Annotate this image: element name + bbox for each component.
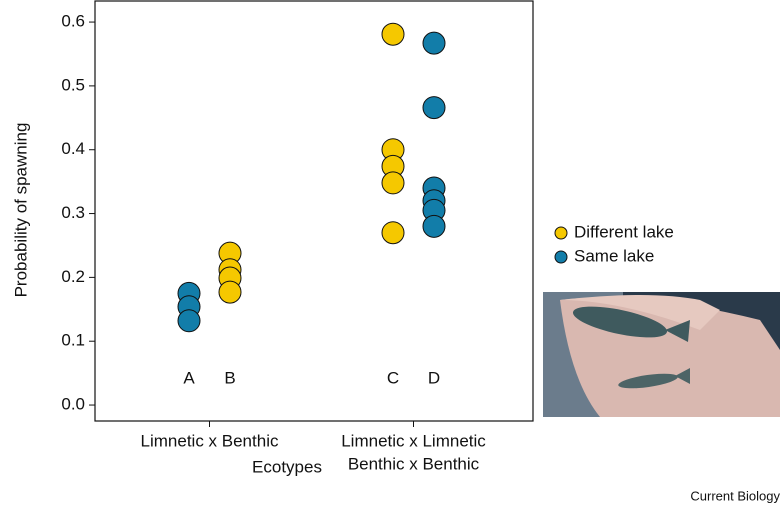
category-label: A (183, 368, 195, 387)
x-axis-label: Ecotypes (252, 457, 322, 476)
dot (382, 222, 404, 244)
photo (543, 292, 780, 417)
dot (423, 215, 445, 237)
group-label: Benthic x Benthic (348, 454, 480, 473)
y-tick-label: 0.6 (61, 12, 85, 31)
group-label: Limnetic x Limnetic (341, 431, 486, 450)
legend-label: Different lake (574, 222, 674, 241)
dot (423, 97, 445, 119)
credit: Current Biology (690, 488, 780, 503)
dot (178, 310, 200, 332)
dot (382, 172, 404, 194)
legend-label: Same lake (574, 246, 654, 265)
plot-frame (95, 1, 533, 421)
legend-marker (555, 251, 567, 263)
dot (382, 23, 404, 45)
y-tick-label: 0.2 (61, 267, 85, 286)
category-label: B (224, 368, 235, 387)
y-tick-label: 0.4 (61, 139, 85, 158)
y-axis-label: Probability of spawning (11, 123, 30, 298)
dot (219, 281, 241, 303)
category-label: C (387, 368, 399, 387)
category-label: D (428, 368, 440, 387)
y-tick-label: 0.0 (61, 395, 85, 414)
y-tick-label: 0.1 (61, 331, 85, 350)
y-tick-label: 0.3 (61, 203, 85, 222)
legend-marker (555, 227, 567, 239)
group-label: Limnetic x Benthic (141, 431, 279, 450)
dot (423, 32, 445, 54)
chart: Probability of spawning Ecotypes Current… (0, 0, 780, 508)
y-tick-label: 0.5 (61, 75, 85, 94)
